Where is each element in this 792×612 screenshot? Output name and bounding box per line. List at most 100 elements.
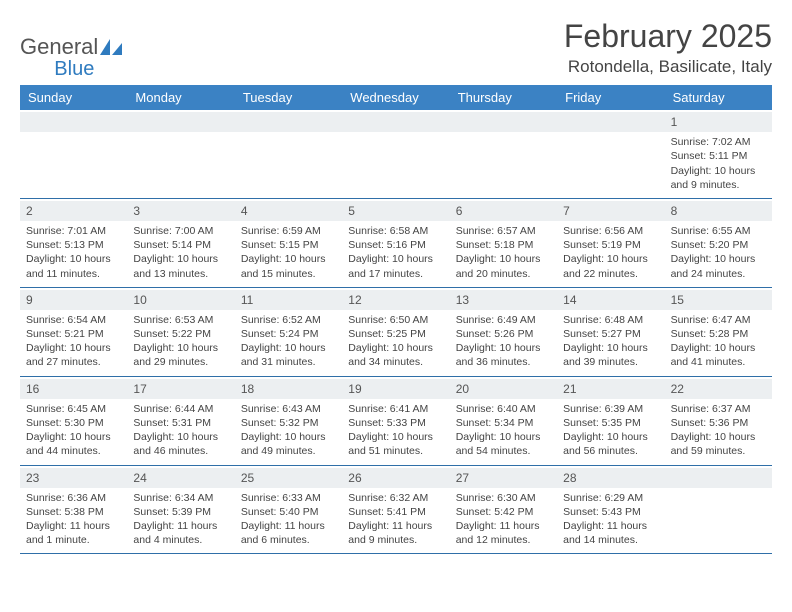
daylight-text: and 6 minutes. xyxy=(241,533,336,547)
daylight-text: Daylight: 10 hours xyxy=(671,164,766,178)
brand-text-1: General xyxy=(20,34,98,60)
sunrise-text: Sunrise: 6:30 AM xyxy=(456,491,551,505)
sunset-text: Sunset: 5:22 PM xyxy=(133,327,228,341)
weekday-header: Friday xyxy=(557,85,664,110)
daylight-text: and 9 minutes. xyxy=(671,178,766,192)
daylight-text: and 4 minutes. xyxy=(133,533,228,547)
sunrise-text: Sunrise: 6:29 AM xyxy=(563,491,658,505)
daylight-text: and 20 minutes. xyxy=(456,267,551,281)
sunrise-text: Sunrise: 6:47 AM xyxy=(671,313,766,327)
day-number: 28 xyxy=(557,468,664,488)
daylight-text: Daylight: 11 hours xyxy=(348,519,443,533)
day-number: 17 xyxy=(127,379,234,399)
calendar-day-cell: 7Sunrise: 6:56 AMSunset: 5:19 PMDaylight… xyxy=(557,199,664,287)
day-number: 9 xyxy=(20,290,127,310)
sunset-text: Sunset: 5:34 PM xyxy=(456,416,551,430)
sunset-text: Sunset: 5:28 PM xyxy=(671,327,766,341)
daylight-text: Daylight: 10 hours xyxy=(456,252,551,266)
day-number: 6 xyxy=(450,201,557,221)
sunrise-text: Sunrise: 6:41 AM xyxy=(348,402,443,416)
sunset-text: Sunset: 5:27 PM xyxy=(563,327,658,341)
sunrise-text: Sunrise: 6:40 AM xyxy=(456,402,551,416)
sunrise-text: Sunrise: 6:49 AM xyxy=(456,313,551,327)
day-number: 2 xyxy=(20,201,127,221)
calendar-day-cell: 10Sunrise: 6:53 AMSunset: 5:22 PMDayligh… xyxy=(127,288,234,376)
daylight-text: and 41 minutes. xyxy=(671,355,766,369)
sunrise-text: Sunrise: 6:57 AM xyxy=(456,224,551,238)
daylight-text: Daylight: 10 hours xyxy=(241,341,336,355)
day-number: 14 xyxy=(557,290,664,310)
sunrise-text: Sunrise: 6:54 AM xyxy=(26,313,121,327)
calendar-day-cell: 6Sunrise: 6:57 AMSunset: 5:18 PMDaylight… xyxy=(450,199,557,287)
day-number: 13 xyxy=(450,290,557,310)
daylight-text: and 24 minutes. xyxy=(671,267,766,281)
sunrise-text: Sunrise: 6:53 AM xyxy=(133,313,228,327)
sunset-text: Sunset: 5:19 PM xyxy=(563,238,658,252)
day-number: 4 xyxy=(235,201,342,221)
daylight-text: Daylight: 11 hours xyxy=(26,519,121,533)
sunrise-text: Sunrise: 6:52 AM xyxy=(241,313,336,327)
daylight-text: and 54 minutes. xyxy=(456,444,551,458)
sail-icon xyxy=(100,39,122,55)
daylight-text: Daylight: 11 hours xyxy=(456,519,551,533)
day-number: 26 xyxy=(342,468,449,488)
sunset-text: Sunset: 5:35 PM xyxy=(563,416,658,430)
calendar-day-cell: 3Sunrise: 7:00 AMSunset: 5:14 PMDaylight… xyxy=(127,199,234,287)
calendar-week-row: 23Sunrise: 6:36 AMSunset: 5:38 PMDayligh… xyxy=(20,466,772,555)
daylight-text: and 56 minutes. xyxy=(563,444,658,458)
sunset-text: Sunset: 5:21 PM xyxy=(26,327,121,341)
calendar-week-row: 16Sunrise: 6:45 AMSunset: 5:30 PMDayligh… xyxy=(20,377,772,466)
daylight-text: and 27 minutes. xyxy=(26,355,121,369)
daylight-text: Daylight: 11 hours xyxy=(133,519,228,533)
daylight-text: Daylight: 10 hours xyxy=(563,252,658,266)
location-subtitle: Rotondella, Basilicate, Italy xyxy=(564,57,772,77)
day-number: 10 xyxy=(127,290,234,310)
day-number-empty xyxy=(450,112,557,132)
day-number-empty xyxy=(342,112,449,132)
day-number: 21 xyxy=(557,379,664,399)
weekday-header: Saturday xyxy=(665,85,772,110)
calendar-week-row: 9 Sunrise: 6:54 AMSunset: 5:21 PM Daylight… xyxy=(20,288,772,377)
title-block: February 2025 Rotondella, Basilicate, It… xyxy=(564,18,772,77)
calendar-day-cell: 15Sunrise: 6:47 AMSunset: 5:28 PMDayligh… xyxy=(665,288,772,376)
day-number: 11 xyxy=(235,290,342,310)
day-number: 19 xyxy=(342,379,449,399)
sunrise-text: Sunrise: 6:55 AM xyxy=(671,224,766,238)
sunset-text: Sunset: 5:33 PM xyxy=(348,416,443,430)
day-number-empty xyxy=(127,112,234,132)
calendar-day-cell: 22Sunrise: 6:37 AMSunset: 5:36 PMDayligh… xyxy=(665,377,772,465)
daylight-text: and 17 minutes. xyxy=(348,267,443,281)
day-number-empty xyxy=(20,112,127,132)
calendar-day-cell xyxy=(557,110,664,198)
calendar-body: 1Sunrise: 7:02 AMSunset: 5:11 PMDaylight… xyxy=(20,110,772,554)
daylight-text: and 39 minutes. xyxy=(563,355,658,369)
day-number: 24 xyxy=(127,468,234,488)
day-number: 5 xyxy=(342,201,449,221)
calendar-day-cell: 21Sunrise: 6:39 AMSunset: 5:35 PMDayligh… xyxy=(557,377,664,465)
calendar-day-cell xyxy=(20,110,127,198)
sunrise-text: Sunrise: 6:36 AM xyxy=(26,491,121,505)
daylight-text: and 22 minutes. xyxy=(563,267,658,281)
sunset-text: Sunset: 5:42 PM xyxy=(456,505,551,519)
day-number-empty xyxy=(557,112,664,132)
daylight-text: Daylight: 10 hours xyxy=(671,430,766,444)
daylight-text: and 46 minutes. xyxy=(133,444,228,458)
daylight-text: and 13 minutes. xyxy=(133,267,228,281)
day-number: 22 xyxy=(665,379,772,399)
daylight-text: and 36 minutes. xyxy=(456,355,551,369)
calendar-day-cell: 4Sunrise: 6:59 AMSunset: 5:15 PMDaylight… xyxy=(235,199,342,287)
sunset-text: Sunset: 5:38 PM xyxy=(26,505,121,519)
daylight-text: Daylight: 11 hours xyxy=(241,519,336,533)
calendar-day-cell: 25Sunrise: 6:33 AMSunset: 5:40 PMDayligh… xyxy=(235,466,342,554)
daylight-text: and 15 minutes. xyxy=(241,267,336,281)
sunset-text: Sunset: 5:15 PM xyxy=(241,238,336,252)
daylight-text: Daylight: 10 hours xyxy=(348,430,443,444)
sunrise-text: Sunrise: 7:01 AM xyxy=(26,224,121,238)
brand-text-2: Blue xyxy=(54,58,94,81)
daylight-text: and 59 minutes. xyxy=(671,444,766,458)
day-number: 15 xyxy=(665,290,772,310)
day-number-empty xyxy=(235,112,342,132)
daylight-text: and 1 minute. xyxy=(26,533,121,547)
sunrise-text: Sunrise: 6:50 AM xyxy=(348,313,443,327)
sunrise-text: Sunrise: 6:37 AM xyxy=(671,402,766,416)
